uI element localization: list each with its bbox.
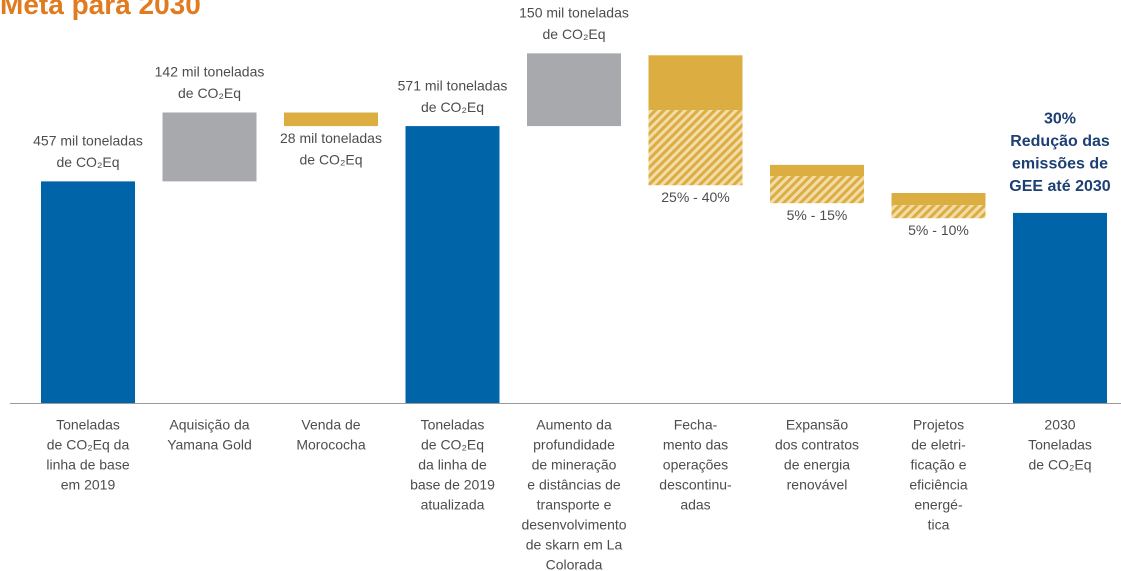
category-label: dos contratos bbox=[775, 437, 859, 453]
category-label: atualizada bbox=[421, 497, 485, 513]
category-label: ficação e bbox=[910, 457, 966, 473]
value-label: 150 mil toneladas bbox=[519, 5, 629, 21]
category-label: desenvolvimento bbox=[521, 517, 626, 533]
category-label: Expansão bbox=[786, 417, 848, 433]
bar-segment bbox=[648, 110, 743, 186]
category-label: Toneladas bbox=[1028, 437, 1092, 453]
value-label: 142 mil toneladas bbox=[155, 64, 265, 80]
category-label: profundidade bbox=[533, 437, 615, 453]
category-label: eficiência bbox=[909, 477, 968, 493]
category-label: descontinu- bbox=[659, 477, 732, 493]
bar-segment bbox=[648, 55, 743, 111]
bar-segment bbox=[770, 164, 864, 177]
chart-title: Meta para 2030 bbox=[0, 0, 201, 20]
category-label: energé- bbox=[914, 497, 963, 513]
category-label: Projetos bbox=[913, 417, 964, 433]
bar-segment bbox=[1013, 212, 1107, 403]
category-label: de CO₂Eq bbox=[1028, 457, 1091, 473]
category-label: tica bbox=[928, 517, 950, 533]
category-label: adas bbox=[680, 497, 710, 513]
value-label: de CO₂Eq bbox=[178, 85, 241, 101]
bar-segment bbox=[41, 181, 135, 403]
value-label: de CO₂Eq bbox=[542, 26, 605, 42]
category-label: Toneladas bbox=[421, 417, 485, 433]
value-label: 571 mil toneladas bbox=[398, 77, 508, 93]
category-label: de CO₂Eq da bbox=[47, 437, 130, 453]
category-label: em 2019 bbox=[61, 477, 116, 493]
category-label: Venda de bbox=[301, 417, 360, 433]
bar-segment bbox=[891, 193, 986, 206]
category-label: Colorada bbox=[546, 557, 603, 571]
value-label: 28 mil toneladas bbox=[280, 130, 382, 146]
bar-segment bbox=[770, 176, 864, 204]
category-label: renovável bbox=[787, 477, 848, 493]
value-label: de CO₂Eq bbox=[56, 154, 119, 170]
bar-segment bbox=[405, 126, 500, 403]
category-label: de skarn em La bbox=[526, 537, 623, 553]
category-label: Morococha bbox=[296, 437, 365, 453]
bar-segment bbox=[162, 112, 257, 182]
category-label: Toneladas bbox=[56, 417, 120, 433]
category-label: Fecha- bbox=[674, 417, 718, 433]
value-label: 457 mil toneladas bbox=[33, 133, 143, 149]
bar-segment bbox=[284, 112, 378, 127]
value-label: 30% bbox=[1044, 111, 1076, 128]
category-label: Aumento da bbox=[536, 417, 612, 433]
category-label: Yamana Gold bbox=[167, 437, 252, 453]
value-label: emissões de bbox=[1012, 156, 1108, 173]
category-label: de energia bbox=[784, 457, 850, 473]
category-label: transporte e bbox=[537, 497, 612, 513]
category-label: de CO₂Eq bbox=[421, 437, 484, 453]
category-label: 2030 bbox=[1044, 417, 1075, 433]
bar-segment bbox=[527, 53, 621, 127]
category-label: de mineração bbox=[532, 457, 617, 473]
category-label: operações bbox=[663, 457, 728, 473]
value-label: 5% - 10% bbox=[908, 222, 969, 238]
bar-segment bbox=[891, 205, 986, 219]
value-label: de CO₂Eq bbox=[299, 151, 362, 167]
category-label: da linha de bbox=[418, 457, 487, 473]
category-label: base de 2019 bbox=[410, 477, 495, 493]
category-label: linha de base bbox=[46, 457, 130, 473]
category-label: de eletri- bbox=[911, 437, 966, 453]
category-label: mento das bbox=[663, 437, 728, 453]
category-label: Aquisição da bbox=[169, 417, 249, 433]
value-label: 25% - 40% bbox=[661, 189, 729, 205]
value-label: GEE até 2030 bbox=[1009, 178, 1111, 195]
value-label: Redução das bbox=[1010, 133, 1110, 150]
category-label: e distâncias de bbox=[527, 477, 621, 493]
value-label: de CO₂Eq bbox=[421, 99, 484, 115]
value-label: 5% - 15% bbox=[787, 207, 848, 223]
